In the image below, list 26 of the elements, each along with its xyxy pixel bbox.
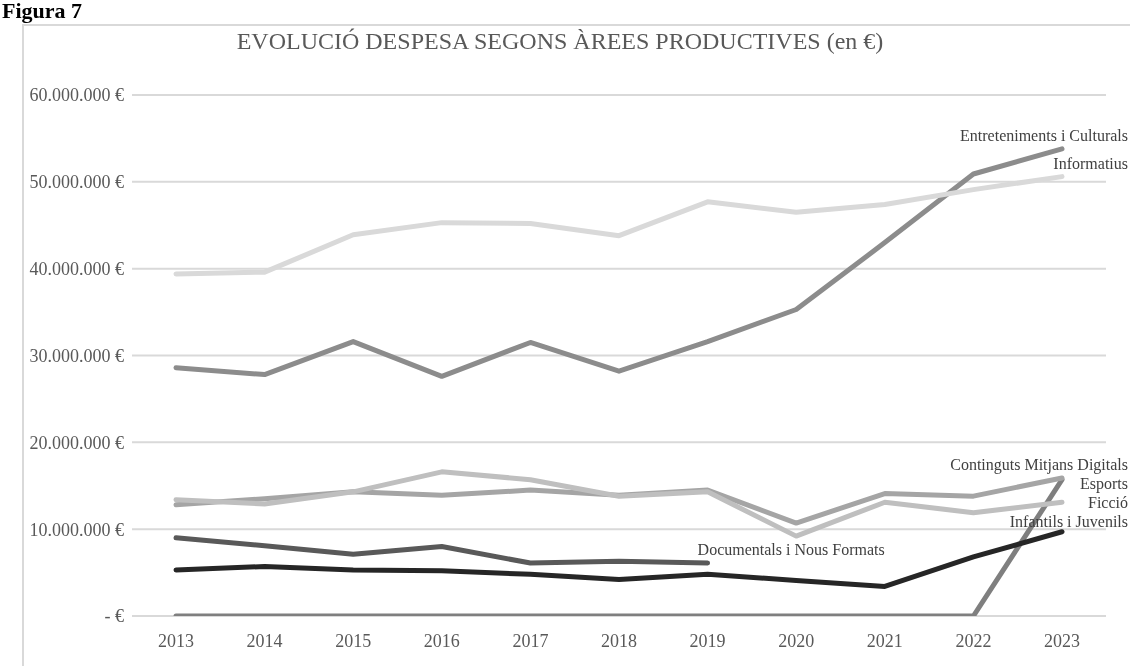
x-tick-label: 2020: [778, 630, 815, 651]
x-tick-label: 2022: [955, 630, 992, 651]
text: Figura 7: [2, 0, 83, 23]
y-tick-label: 20.000.000 €: [29, 432, 124, 453]
x-tick-label: 2013: [158, 630, 194, 651]
y-tick-label: 10.000.000 €: [29, 519, 124, 540]
y-tick-label: 60.000.000 €: [29, 85, 124, 106]
series-label: Informatius: [1053, 154, 1128, 172]
x-tick-label: 2014: [246, 630, 283, 651]
x-tick-label: 2018: [601, 630, 637, 651]
x-tick-label: 2023: [1044, 630, 1080, 651]
y-tick-label: 30.000.000 €: [29, 345, 124, 366]
chart-title: EVOLUCIÓ DESPESA SEGONS ÀREES PRODUCTIVES (en €): [235, 28, 885, 55]
series-label: Continguts Mitjans Digitals: [950, 455, 1128, 474]
series-label: Entreteniments i Culturals: [960, 126, 1128, 144]
y-tick-label: 40.000.000 €: [29, 259, 124, 280]
y-tick-label: 50.000.000 €: [29, 172, 124, 193]
x-tick-label: 2015: [335, 630, 372, 651]
series-label: Esports: [1080, 474, 1128, 493]
x-tick-label: 2021: [866, 630, 903, 651]
x-tick-label: 2016: [423, 630, 460, 651]
x-tick-label: 2019: [689, 630, 726, 651]
y-tick-label: - €: [104, 606, 124, 627]
series-label: Ficció: [1088, 493, 1128, 511]
series-label: Documentals i Nous Formats: [697, 541, 885, 559]
x-tick-label: 2017: [512, 630, 549, 651]
